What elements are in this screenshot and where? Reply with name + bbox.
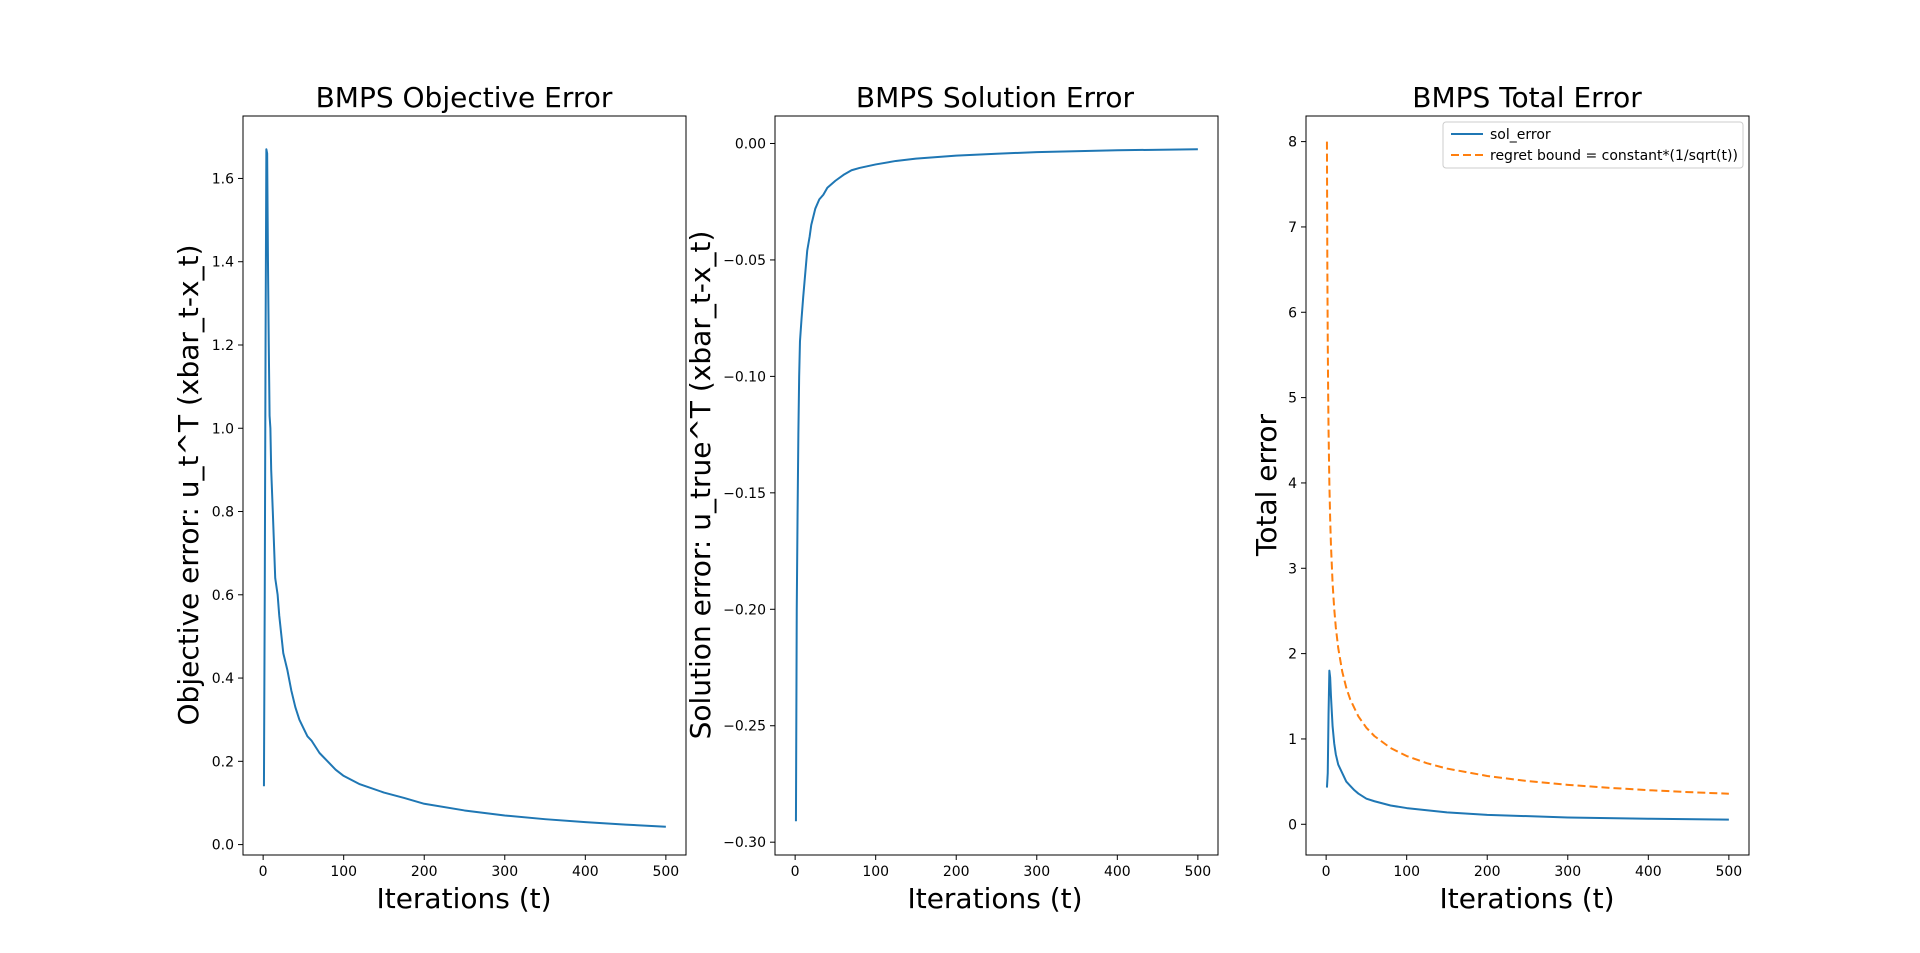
x-tick-label: 500 [1184, 864, 1211, 880]
series-line-0 [1325, 669, 1729, 821]
objective-error-panel: BMPS Objective Error 0 100 200 300 400 500 0.0… [172, 81, 687, 915]
chart-title: BMPS Total Error [1412, 81, 1642, 114]
x-axis-label: Iterations (t) [907, 882, 1082, 915]
plot-area [774, 115, 1219, 856]
series-group [1325, 141, 1729, 821]
y-axis-label: Total error [1250, 413, 1283, 557]
tick-group: 0 100 200 300 400 500 0.00 −0.05 −0.10 −0.15 −0.20… [723, 136, 1211, 880]
x-tick-label: 200 [1474, 864, 1501, 880]
x-tick-label: 100 [330, 864, 357, 880]
y-tick-label: 7 [1288, 220, 1297, 236]
x-axis-label: Iterations (t) [1439, 882, 1614, 915]
x-tick-label: 200 [411, 864, 438, 880]
legend-box [1442, 121, 1744, 169]
series-line-0 [794, 148, 1198, 822]
y-tick-label: 0.00 [735, 136, 766, 152]
y-tick-label: 6 [1288, 305, 1297, 321]
y-tick-label: 0.4 [212, 671, 234, 687]
chart-title: BMPS Objective Error [316, 81, 613, 114]
x-tick-label: 400 [1635, 864, 1662, 880]
y-tick-label: −0.15 [723, 486, 766, 502]
x-tick-label: 300 [1023, 864, 1050, 880]
x-tick-label: 400 [572, 864, 599, 880]
x-tick-label: 0 [791, 864, 800, 880]
series-line-0 [262, 148, 666, 828]
x-tick-label: 0 [1322, 864, 1331, 880]
y-tick-label: 2 [1288, 647, 1297, 663]
y-tick-label: 0.8 [212, 505, 234, 521]
y-tick-label: 1 [1288, 732, 1297, 748]
plot-area [1305, 115, 1750, 856]
y-tick-label: 0.2 [212, 754, 234, 770]
legend: sol_error regret bound = constant*(1/sqr… [1442, 121, 1744, 169]
series-group [794, 148, 1198, 822]
x-tick-label: 200 [943, 864, 970, 880]
x-tick-label: 100 [862, 864, 889, 880]
total-error-panel: BMPS Total Error 0 100 200 300 400 500 0 1 2 3 4 5 6… [1250, 81, 1750, 915]
x-tick-label: 400 [1104, 864, 1131, 880]
chart-title: BMPS Solution Error [856, 81, 1135, 114]
x-tick-label: 0 [259, 864, 268, 880]
x-tick-label: 100 [1393, 864, 1420, 880]
tick-group: 0 100 200 300 400 500 0.0 0.2 0.4 0.6 0.8 1.0 1.2 1.4… [212, 171, 679, 880]
x-tick-label: 300 [491, 864, 518, 880]
series-group [262, 148, 666, 828]
plot-area [242, 115, 687, 856]
y-tick-label: 0.0 [212, 838, 234, 854]
y-tick-label: 5 [1288, 391, 1297, 407]
y-tick-label: 1.2 [212, 338, 234, 354]
y-tick-label: 0 [1288, 817, 1297, 833]
y-axis-label: Solution error: u_true^T (xbar_t-x_t) [684, 231, 717, 740]
tick-group: 0 100 200 300 400 500 0 1 2 3 4 5 6 7 8 [1288, 135, 1742, 880]
y-tick-label: 1.4 [212, 255, 234, 271]
solution-error-panel: BMPS Solution Error 0 100 200 300 400 500 0.00… [684, 81, 1219, 915]
y-tick-label: −0.30 [723, 835, 766, 851]
y-tick-label: 4 [1288, 476, 1297, 492]
y-tick-label: −0.10 [723, 369, 766, 385]
series-line-1 [1325, 141, 1729, 795]
x-tick-label: 500 [1715, 864, 1742, 880]
y-tick-label: −0.05 [723, 253, 766, 269]
y-tick-label: 8 [1288, 135, 1297, 151]
y-tick-label: 0.6 [212, 588, 234, 604]
y-tick-label: 1.6 [212, 171, 234, 187]
y-tick-label: 1.0 [212, 421, 234, 437]
y-tick-label: −0.25 [723, 719, 766, 735]
y-tick-label: −0.20 [723, 602, 766, 618]
x-tick-label: 500 [652, 864, 679, 880]
y-tick-label: 3 [1288, 561, 1297, 577]
legend-label-sol-error: sol_error [1490, 127, 1551, 143]
x-tick-label: 300 [1554, 864, 1581, 880]
y-axis-label: Objective error: u_t^T (xbar_t-x_t) [172, 245, 205, 726]
x-axis-label: Iterations (t) [376, 882, 551, 915]
legend-label-regret-bound: regret bound = constant*(1/sqrt(t)) [1490, 148, 1738, 164]
